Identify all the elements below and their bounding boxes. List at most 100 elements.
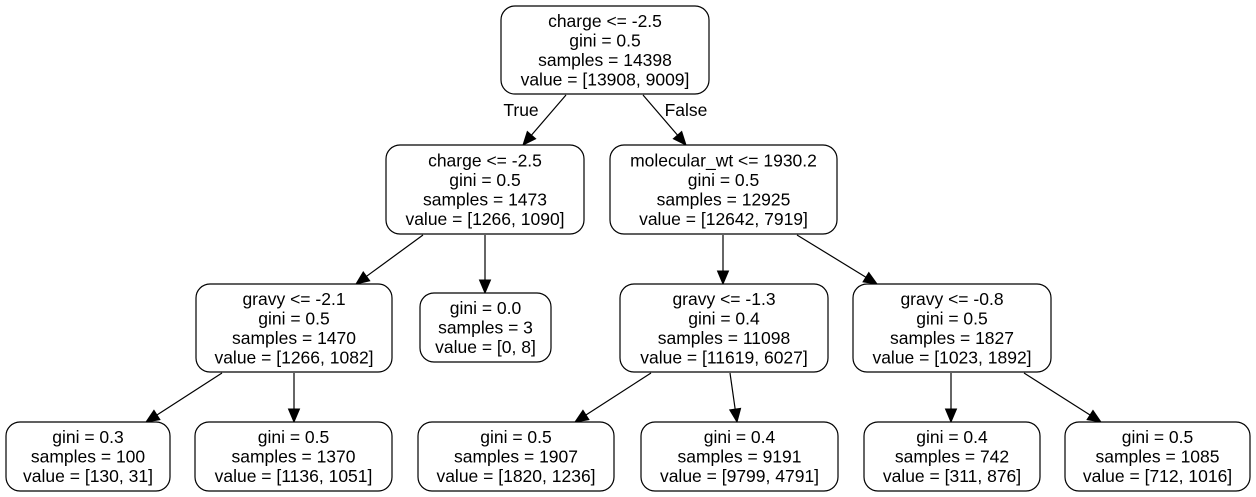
node-text-line: samples = 12925 (657, 189, 791, 209)
node-text-line: value = [1266, 1090] (405, 209, 564, 229)
node-text-line: value = [0, 8] (435, 337, 536, 357)
node-text-line: gini = 0.5 (916, 308, 988, 328)
node-text-line: value = [1023, 1892] (872, 347, 1031, 367)
node-box (609, 144, 838, 235)
edge-line (531, 94, 567, 136)
edge-arrowhead (478, 279, 492, 295)
node-text-line: gini = 0.4 (916, 427, 988, 447)
node-text-line: gini = 0.5 (258, 308, 330, 328)
node-text-line: value = [1136, 1051] (215, 466, 373, 486)
node-text-line: value = [1266, 1082] (214, 347, 373, 367)
edge-arrowhead (728, 407, 742, 424)
node-text-line: samples = 1370 (231, 447, 355, 467)
edge-line (729, 372, 736, 410)
node-box (417, 421, 615, 492)
edge-line (642, 94, 678, 136)
edge-label: False (665, 100, 708, 120)
node-text-line: samples = 742 (895, 447, 1009, 467)
node-text-line: gini = 0.5 (258, 427, 330, 447)
node-box (640, 421, 839, 492)
node-box (419, 292, 552, 363)
node-text-line: samples = 1085 (1095, 447, 1219, 467)
edge-arrowhead (573, 409, 590, 423)
edge-line (366, 234, 424, 277)
node-box (194, 421, 393, 492)
node-text-line: value = [11619, 6027] (640, 347, 808, 367)
node-box (1064, 421, 1251, 492)
edge-arrowhead (522, 130, 537, 146)
edge-line (156, 372, 223, 416)
node-text-line: value = [13908, 9009] (521, 69, 690, 89)
edge-arrowhead (716, 270, 730, 286)
node-text-line: value = [12642, 7919] (639, 209, 808, 229)
node-text-line: gini = 0.4 (688, 308, 760, 328)
node-text-line: value = [130, 31] (23, 466, 153, 486)
node-text-line: gini = 0.5 (569, 30, 641, 50)
node-text-line: samples = 100 (31, 447, 146, 467)
edge-arrowhead (862, 271, 879, 285)
tree-edge-n3-n7 (144, 372, 223, 423)
node-text-line: samples = 1907 (454, 447, 578, 467)
node-text-line: samples = 14398 (538, 50, 672, 70)
node-text-line: samples = 1827 (890, 328, 1014, 348)
node-text-line: samples = 11098 (658, 328, 790, 348)
tree-edge-n3-n8 (287, 373, 301, 424)
edge-line (1023, 372, 1091, 416)
node-text-line: samples = 3 (438, 318, 533, 338)
node-text-line: samples = 1473 (423, 189, 547, 209)
node-text-line: samples = 9191 (677, 447, 801, 467)
tree-edge-n2-n6 (796, 234, 879, 285)
tree-edge-n5-n10 (728, 372, 742, 424)
edge-arrowhead (144, 409, 161, 423)
node-box (500, 5, 710, 95)
node-text-line: gini = 0.0 (450, 298, 522, 318)
edge-label: True (503, 100, 538, 120)
node-text-line: gravy <= -0.8 (900, 289, 1003, 309)
node-text-line: value = [311, 876] (883, 466, 1021, 486)
tree-edge-n1-n4 (478, 235, 492, 295)
node-text-line: value = [1820, 1236] (436, 466, 595, 486)
edge-line (796, 234, 867, 278)
edge-arrowhead (354, 270, 371, 285)
node-text-line: samples = 1470 (232, 328, 356, 348)
edge-arrowhead (944, 408, 958, 424)
node-box (195, 283, 393, 373)
node-box (863, 421, 1041, 492)
node-text-line: gini = 0.5 (480, 427, 552, 447)
edge-arrowhead (672, 130, 687, 146)
tree-edge-n0-n2: False (642, 94, 708, 146)
node-box (385, 144, 585, 235)
node-text-line: molecular_wt <= 1930.2 (630, 150, 817, 171)
node-text-line: gravy <= -2.1 (242, 289, 345, 309)
tree-edge-n6-n11 (944, 373, 958, 424)
node-text-line: gini = 0.5 (1122, 427, 1194, 447)
node-text-line: value = [9799, 4791] (660, 466, 819, 486)
node-text-line: charge <= -2.5 (428, 150, 542, 170)
node-text-line: gini = 0.4 (704, 427, 776, 447)
edge-arrowhead (287, 408, 301, 424)
node-text-line: gini = 0.5 (449, 170, 521, 190)
node-box (852, 283, 1052, 373)
node-text-line: gini = 0.3 (52, 427, 124, 447)
tree-edge-n5-n9 (573, 372, 652, 423)
node-box (5, 421, 171, 492)
tree-edge-n0-n1: True (503, 94, 567, 146)
tree-edge-n6-n12 (1023, 372, 1103, 423)
edge-line (585, 372, 652, 416)
tree-edge-n2-n5 (716, 235, 730, 286)
edge-arrowhead (1086, 409, 1103, 423)
